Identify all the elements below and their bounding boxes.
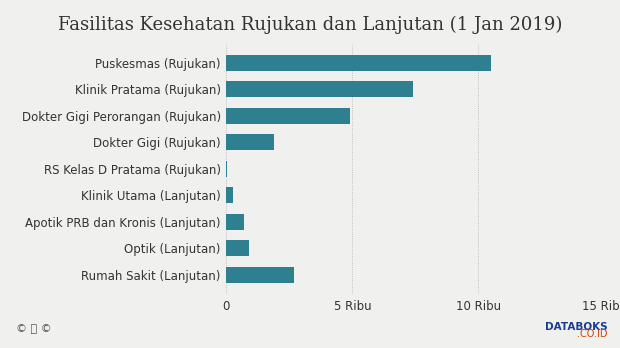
Text: DATABOKS: DATABOKS xyxy=(545,322,608,332)
Text: Fasilitas Kesehatan Rujukan dan Lanjutan (1 Jan 2019): Fasilitas Kesehatan Rujukan dan Lanjutan… xyxy=(58,16,562,34)
Text: © ⓒ ©: © ⓒ © xyxy=(16,324,51,334)
Bar xyxy=(226,55,491,71)
Bar xyxy=(226,267,294,283)
Bar xyxy=(226,187,233,203)
Text: .CO.ID: .CO.ID xyxy=(577,329,608,339)
Bar xyxy=(226,81,413,97)
Bar xyxy=(226,240,249,256)
Bar xyxy=(226,108,350,124)
Bar xyxy=(226,134,274,150)
Bar xyxy=(226,214,244,230)
Bar xyxy=(226,161,227,177)
